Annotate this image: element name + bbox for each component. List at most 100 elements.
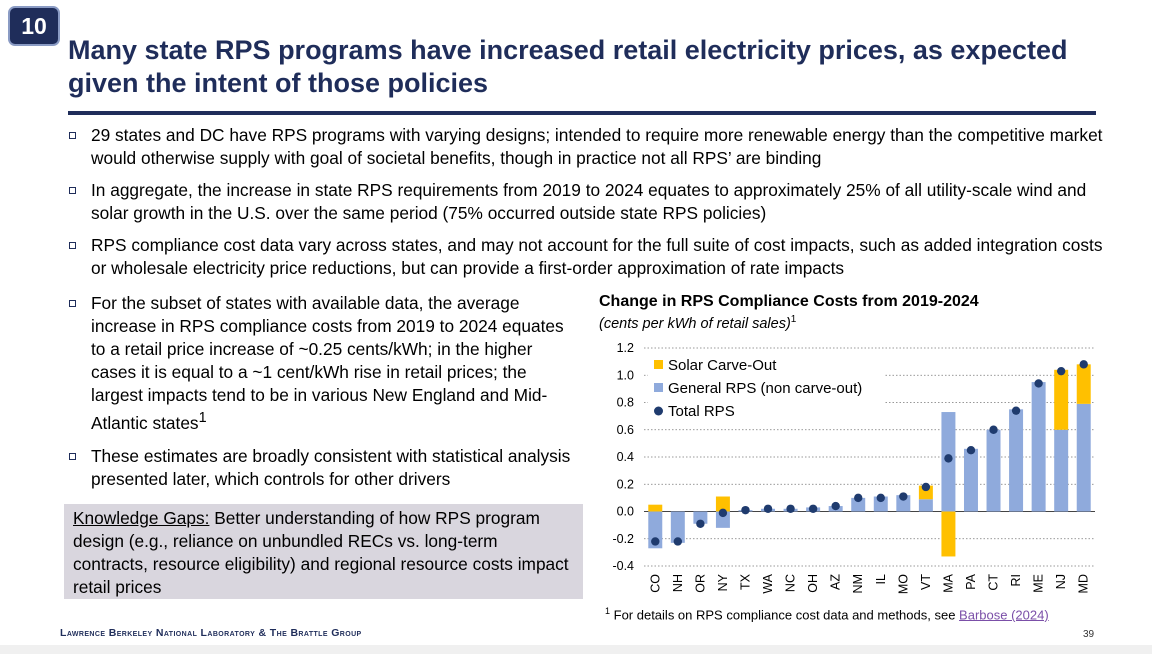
x-tick-label: MD bbox=[1077, 574, 1091, 593]
marker-total-rps bbox=[1056, 366, 1066, 376]
bar-solar-carve-out bbox=[941, 511, 956, 557]
bar-general-rps bbox=[918, 499, 933, 512]
x-tick-label: TX bbox=[738, 573, 752, 590]
page-number: 39 bbox=[1083, 629, 1095, 640]
marker-total-rps bbox=[741, 505, 750, 515]
footnote-marker: 1 bbox=[790, 314, 797, 325]
y-tick-label: -0.2 bbox=[612, 532, 634, 546]
marker-total-rps bbox=[944, 454, 953, 463]
x-tick-label: CO bbox=[648, 574, 662, 593]
bar-solar-carve-out bbox=[1054, 369, 1069, 430]
marker-total-rps bbox=[899, 492, 908, 501]
list-item: In aggregate, the increase in state RPS … bbox=[66, 179, 1106, 225]
marker-total-rps bbox=[854, 493, 863, 503]
legend-swatch-general bbox=[654, 383, 663, 392]
square-bullet-icon bbox=[69, 452, 76, 460]
bar-general-rps bbox=[986, 429, 1001, 512]
bullet-text: These estimates are broadly consistent w… bbox=[91, 445, 571, 489]
y-tick-label: 0.8 bbox=[617, 396, 634, 410]
x-tick-label: NC bbox=[784, 574, 798, 592]
legend-label: General RPS (non carve-out) bbox=[668, 380, 862, 397]
legend-box bbox=[648, 352, 884, 422]
footnote-marker: 1 bbox=[198, 410, 207, 426]
bullet-text: In aggregate, the increase in state RPS … bbox=[91, 180, 1087, 223]
marker-total-rps bbox=[1011, 406, 1021, 415]
marker-total-rps bbox=[673, 537, 683, 546]
x-tick-label: AZ bbox=[829, 574, 843, 590]
y-tick-label: 0.0 bbox=[617, 505, 634, 519]
list-item: These estimates are broadly consistent w… bbox=[66, 445, 578, 491]
bullet-text: 29 states and DC have RPS programs with … bbox=[91, 125, 1103, 168]
bar-general-rps bbox=[693, 511, 708, 524]
list-item: 29 states and DC have RPS programs with … bbox=[66, 124, 1106, 170]
footnote: 1 For details on RPS compliance cost dat… bbox=[605, 606, 1049, 622]
marker-total-rps bbox=[921, 482, 931, 492]
list-item: RPS compliance cost data vary across sta… bbox=[66, 234, 1106, 280]
chart-subtitle: (cents per kWh of retail sales)1 bbox=[599, 314, 796, 332]
square-bullet-icon bbox=[69, 300, 76, 307]
square-bullet-icon bbox=[69, 132, 76, 139]
x-tick-label: RI bbox=[1009, 574, 1023, 587]
x-tick-label: VT bbox=[919, 574, 933, 590]
bar-general-rps bbox=[873, 496, 888, 512]
bar-general-rps bbox=[715, 511, 730, 528]
title-divider bbox=[68, 111, 1096, 115]
marker-total-rps bbox=[1079, 360, 1088, 369]
rps-cost-chart: 1.2 1.0 0.8 0.6 0.4 0.2 0.0 -0.2 -0.4 CO NH OR NY TX W… bbox=[612, 341, 1095, 594]
square-bullet-icon bbox=[69, 187, 76, 194]
bar-general-rps bbox=[1009, 409, 1024, 512]
footnote-marker: 1 bbox=[605, 606, 611, 616]
legend-swatch-solar bbox=[654, 360, 663, 369]
marker-total-rps bbox=[989, 425, 998, 434]
y-tick-label: 0.2 bbox=[617, 477, 634, 491]
x-tick-label: OH bbox=[806, 574, 820, 593]
marker-total-rps bbox=[808, 504, 818, 513]
square-bullet-icon bbox=[69, 242, 76, 249]
bar-general-rps bbox=[851, 497, 866, 512]
bullet-list: 29 states and DC have RPS programs with … bbox=[66, 124, 1106, 289]
bar-general-rps bbox=[670, 511, 685, 543]
x-tick-label: CT bbox=[987, 574, 1001, 591]
marker-total-rps bbox=[696, 519, 705, 528]
x-tick-label: MA bbox=[941, 573, 955, 592]
bottom-band bbox=[0, 645, 1152, 654]
left-bullet-list: For the subset of states with available … bbox=[66, 292, 578, 501]
marker-total-rps bbox=[1034, 379, 1043, 388]
x-tick-label: PA bbox=[964, 573, 978, 589]
x-tick-label: MO bbox=[896, 574, 910, 594]
marker-total-rps bbox=[786, 504, 795, 513]
knowledge-gaps-box: Knowledge Gaps: Better understanding of … bbox=[64, 504, 583, 599]
bar-solar-carve-out bbox=[648, 504, 663, 512]
y-tick-label: 0.4 bbox=[617, 450, 634, 464]
x-tick-label: WA bbox=[761, 573, 775, 593]
list-item: For the subset of states with available … bbox=[66, 292, 578, 435]
bullet-text: For the subset of states with available … bbox=[91, 293, 564, 433]
bar-general-rps bbox=[1076, 403, 1091, 512]
chart-title: Change in RPS Compliance Costs from 2019… bbox=[599, 293, 979, 310]
bar-general-rps bbox=[1054, 429, 1069, 512]
legend-label: Solar Carve-Out bbox=[668, 357, 777, 374]
y-tick-label: 0.6 bbox=[617, 423, 634, 437]
bar-general-rps bbox=[963, 448, 978, 512]
bar-general-rps bbox=[648, 511, 663, 549]
x-tick-label: OR bbox=[693, 574, 707, 593]
marker-total-rps bbox=[876, 493, 885, 503]
legend-marker-total bbox=[654, 406, 663, 416]
bar-solar-carve-out bbox=[715, 496, 730, 512]
marker-total-rps bbox=[651, 537, 660, 546]
footnote-text: For details on RPS compliance cost data … bbox=[610, 607, 960, 623]
legend-label: Total RPS bbox=[668, 403, 735, 420]
page-title: Many state RPS programs have increased r… bbox=[68, 35, 1068, 98]
knowledge-gaps-label: Knowledge Gaps: bbox=[73, 508, 210, 528]
marker-total-rps bbox=[718, 508, 728, 518]
bullet-text: RPS compliance cost data vary across sta… bbox=[91, 235, 1103, 278]
x-tick-label: NY bbox=[716, 573, 730, 591]
citation-link[interactable]: Barbose (2024) bbox=[959, 607, 1049, 623]
bar-general-rps bbox=[1031, 382, 1046, 512]
bar-general-rps bbox=[896, 495, 911, 512]
y-tick-label: 1.0 bbox=[617, 368, 634, 382]
y-tick-label: -0.4 bbox=[612, 559, 634, 573]
bar-solar-carve-out bbox=[1076, 364, 1091, 404]
x-tick-label: NM bbox=[851, 574, 865, 593]
y-tick-label: 1.2 bbox=[617, 341, 634, 355]
